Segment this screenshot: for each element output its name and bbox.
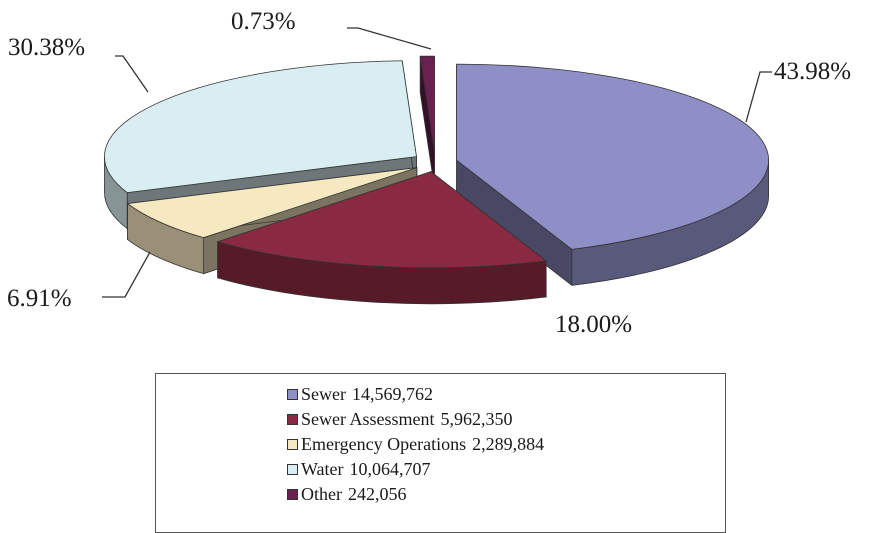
percent-label-other: 0.73% — [231, 8, 296, 35]
pie-slice-sewer-assessment — [216, 170, 548, 305]
percent-label-sewer-assessment: 18.00% — [555, 311, 632, 338]
legend-label: Sewer Assessment — [301, 408, 435, 429]
percent-label-sewer: 43.98% — [774, 58, 851, 85]
leader-line-water — [115, 55, 149, 93]
legend-value: 14,569,762 — [351, 383, 433, 404]
pie-slice-sewer — [456, 63, 770, 287]
legend-label: Other — [301, 483, 342, 504]
legend-swatch-sewer-assessment — [287, 413, 298, 425]
slice-top — [216, 171, 548, 269]
percent-labels: 43.98% 18.00% 6.91% 30.38% 0.73% — [7, 8, 851, 338]
legend-item-sewer-assessment: Sewer Assessment 5,962,350 — [287, 407, 513, 431]
legend-item-water: Water 10,064,707 — [287, 457, 431, 481]
slice-top — [456, 63, 769, 250]
legend: Sewer 14,569,762 Sewer Assessment 5,962,… — [155, 373, 726, 533]
legend-item-other: Other 242,056 — [287, 482, 406, 506]
leader-line-sewer — [745, 71, 772, 123]
legend-value: 2,289,884 — [472, 433, 545, 454]
legend-label: Sewer — [301, 383, 346, 404]
legend-swatch-sewer — [287, 388, 298, 400]
percent-label-water: 30.38% — [8, 34, 85, 61]
leader-line-other — [347, 27, 432, 50]
legend-item-emergency-operations: Emergency Operations 2,289,884 — [287, 432, 544, 456]
pie-chart: 43.98% 18.00% 6.91% 30.38% 0.73% — [7, 8, 851, 338]
slice-top — [104, 60, 417, 194]
percent-label-emergency-operations: 6.91% — [7, 285, 72, 312]
slice-top — [126, 167, 417, 239]
legend-value: 242,056 — [347, 483, 407, 504]
legend-swatch-water — [287, 463, 298, 475]
legend-swatch-other — [287, 488, 298, 500]
legend-item-sewer: Sewer 14,569,762 — [287, 382, 433, 406]
legend-label: Water — [301, 458, 344, 479]
legend-value: 5,962,350 — [440, 408, 513, 429]
pie-slice-other — [419, 55, 435, 189]
legend-swatch-emergency-operations — [287, 438, 298, 450]
slice-top — [419, 55, 435, 153]
leader-lines — [102, 27, 772, 298]
pie-slices — [104, 55, 770, 305]
legend-value: 10,064,707 — [349, 458, 431, 479]
legend-label: Emergency Operations — [301, 433, 467, 454]
leader-line-emergency-operations — [102, 251, 151, 298]
